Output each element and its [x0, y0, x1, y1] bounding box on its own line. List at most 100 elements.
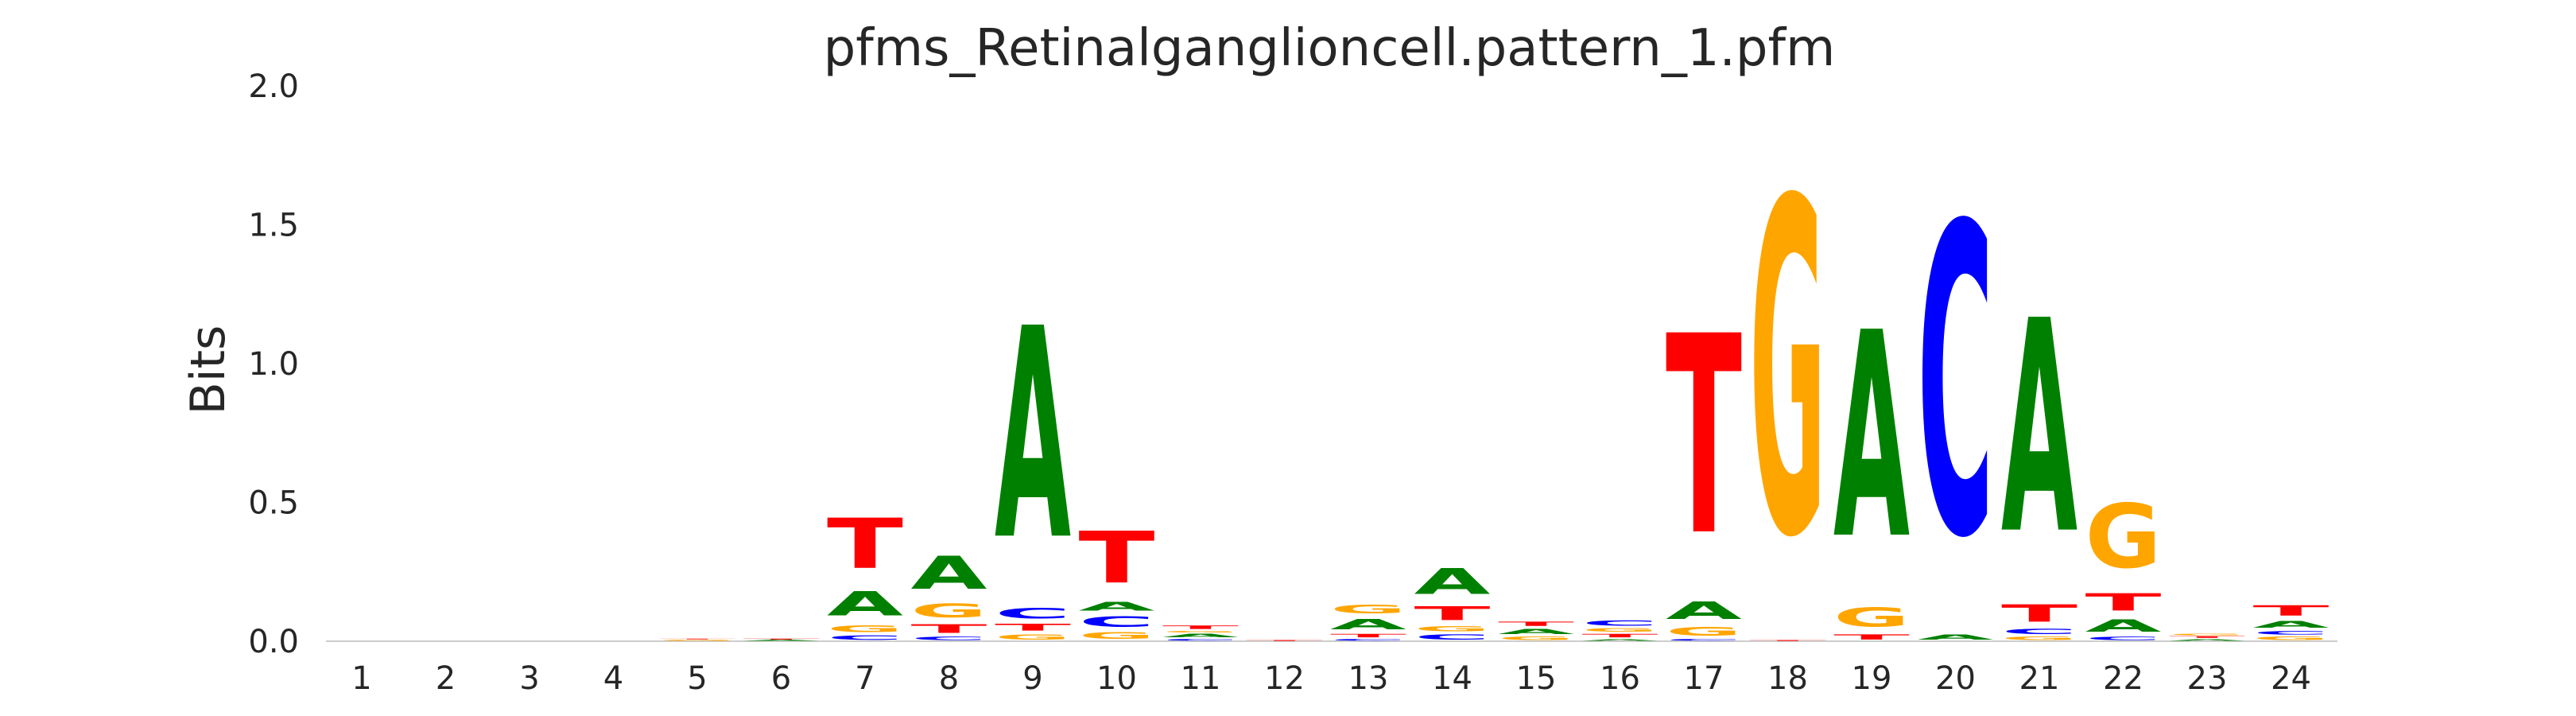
x-tick-label: 20	[1935, 660, 1976, 697]
logo-letter-a: A	[1582, 639, 1658, 641]
logo-letter-t: T	[2001, 600, 2077, 628]
logo-letter-g: G	[1666, 625, 1742, 638]
logo-letter-t: T	[1330, 633, 1406, 639]
x-tick-label: 24	[2271, 660, 2311, 697]
x-tick-label: 18	[1767, 660, 1808, 697]
x-tick-label: 19	[1852, 660, 1892, 697]
y-axis-label: Bits	[180, 325, 236, 415]
x-tick-label: 16	[1600, 660, 1640, 697]
logo-letter-a: A	[1498, 628, 1574, 636]
logo-letter-c: C	[911, 636, 987, 641]
logo-letter-a: A	[2169, 639, 2245, 641]
y-axis-ticks: 0.0 0.5 1.0 1.5 2.0	[248, 68, 299, 660]
logo-letter-c: C	[2253, 630, 2330, 636]
logo-letter-t: T	[1833, 633, 1910, 642]
logo-letter-t: T	[1162, 625, 1239, 630]
logo-letter-c: C	[1414, 633, 1491, 641]
logo-letter-g: G	[995, 633, 1071, 641]
logo-letter-t: T	[1247, 640, 1323, 641]
logo-letter-g: G	[1330, 602, 1406, 616]
chart-title: pfms_Retinalganglioncell.pattern_1.pfm	[824, 19, 1836, 78]
logo-letter-g: G	[827, 623, 903, 634]
logo-letter-g: G	[2085, 485, 2162, 588]
logo-letter-g: G	[1750, 104, 1826, 638]
logo-letter-a: A	[743, 640, 820, 641]
logo-letter-a: A	[2085, 617, 2162, 636]
logo-letter-g: G	[1162, 630, 1239, 632]
logo-letter-t: T	[2085, 589, 2162, 617]
y-tick-label: 2.0	[248, 68, 299, 105]
logo-letter-c: C	[1666, 639, 1742, 641]
y-tick-label: 0.0	[248, 624, 299, 660]
x-tick-label: 6	[771, 660, 791, 697]
logo-letter-g: G	[659, 640, 735, 641]
logo-letter-a: A	[1162, 633, 1239, 639]
logo-letter-c: C	[1582, 619, 1658, 627]
y-tick-label: 1.5	[248, 208, 299, 244]
x-tick-label: 23	[2187, 660, 2228, 697]
y-tick-label: 1.0	[248, 346, 299, 383]
logo-letter-g: G	[911, 600, 987, 622]
logo-letter-a: A	[1079, 600, 1155, 613]
logo-letter-g: G	[1833, 602, 1910, 632]
logo-letter-a: A	[1330, 617, 1407, 633]
logo-letter-c: C	[827, 634, 903, 641]
logo-letter-t: T	[995, 622, 1071, 633]
logo-letter-a: A	[1414, 561, 1491, 602]
x-tick-label: 5	[687, 660, 707, 697]
x-tick-label: 22	[2103, 660, 2143, 697]
x-tick-label: 11	[1181, 660, 1221, 697]
logo-letter-a: A	[827, 584, 903, 623]
x-tick-label: 8	[939, 660, 959, 697]
logo-letter-t: T	[1582, 633, 1658, 639]
logo-letter-g: G	[1414, 625, 1491, 632]
y-tick-label: 0.5	[248, 485, 299, 522]
x-tick-label: 12	[1264, 660, 1305, 697]
logo-letter-a: A	[1833, 272, 1911, 601]
logo-letter-c: C	[2085, 636, 2162, 641]
logo-letter-c: C	[1079, 613, 1155, 630]
x-tick-label: 2	[436, 660, 456, 697]
x-tick-label: 21	[2019, 660, 2060, 697]
logo-letter-t: T	[1079, 516, 1155, 599]
logo-letter-t: T	[1750, 640, 1826, 641]
x-tick-label: 4	[603, 660, 623, 697]
logo-letter-a: A	[1918, 633, 1994, 641]
logo-letter-c: C	[995, 605, 1071, 622]
logo-letter-t: T	[2169, 636, 2245, 638]
x-tick-label: 13	[1348, 660, 1389, 697]
x-tick-label: 7	[855, 660, 875, 697]
logo-letter-g: G	[1498, 636, 1574, 641]
logo-letter-t: T	[1666, 278, 1743, 596]
x-axis-ticks: 1 2 3 4 5 6 7 8 9 10 11 12 13 14 15 16 17 18 19 20 21 22 23 24	[351, 660, 2311, 697]
logo-letter-a: A	[2001, 259, 2078, 598]
logo-letter-a: A	[2253, 619, 2330, 630]
logo-letter-t: T	[659, 639, 735, 640]
logo-letter-g: G	[1582, 628, 1658, 633]
logo-letter-g: G	[1079, 630, 1155, 641]
x-tick-label: 9	[1022, 660, 1042, 697]
logo-letter-g: G	[2001, 636, 2077, 641]
logo-letter-t: T	[1414, 602, 1491, 625]
logo-letter-t: T	[1498, 621, 1574, 628]
logo-letter-t: T	[827, 504, 903, 585]
x-tick-label: 15	[1516, 660, 1557, 697]
logo-letter-t: T	[2253, 602, 2330, 619]
x-tick-label: 14	[1432, 660, 1472, 697]
logo-letter-g: G	[2169, 633, 2245, 636]
logo-letter-t: T	[743, 639, 820, 640]
logo-letter-c: C	[1918, 137, 1994, 632]
x-tick-label: 3	[519, 660, 539, 697]
x-tick-label: 10	[1096, 660, 1137, 697]
logo-letter-t: T	[911, 622, 987, 636]
logo-letter-c: C	[1330, 639, 1406, 641]
logo-letter-a: A	[995, 268, 1072, 605]
x-tick-label: 17	[1684, 660, 1724, 697]
logo-letter-c: C	[2001, 628, 2077, 636]
x-tick-label: 1	[351, 660, 371, 697]
logo-letter-g: G	[2253, 636, 2330, 641]
logo-letter-c: C	[1162, 639, 1239, 641]
logo-letter-a: A	[911, 547, 987, 600]
